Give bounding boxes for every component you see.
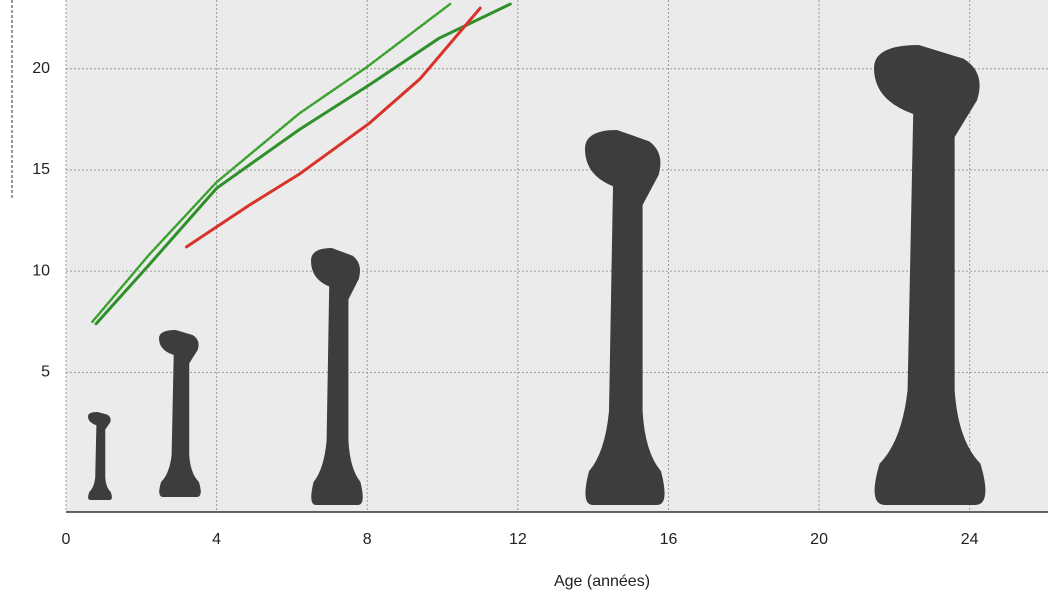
y-tick-label: 20: [32, 60, 50, 77]
x-tick-label: 12: [509, 531, 527, 548]
series-line: [94, 2, 512, 326]
x-tick-label: 16: [660, 531, 678, 548]
y-tick-label: 10: [32, 262, 50, 279]
x-axis-label: Age (années): [554, 573, 650, 590]
x-tick-label: 24: [961, 531, 979, 548]
series-line: [184, 6, 482, 249]
x-tick-label: 20: [810, 531, 828, 548]
bone: [874, 45, 986, 505]
y-tick-label: 15: [32, 161, 50, 178]
bone: [88, 412, 112, 500]
x-tick-label: 0: [62, 531, 71, 548]
lines: [91, 2, 512, 326]
bone-illustrations: [88, 45, 986, 505]
bone: [159, 330, 201, 497]
x-tick-label: 4: [212, 531, 221, 548]
x-tick-label: 8: [363, 531, 372, 548]
bone: [311, 248, 363, 505]
series-line: [91, 2, 452, 324]
bone: [585, 130, 665, 505]
y-tick-label: 5: [41, 364, 50, 381]
